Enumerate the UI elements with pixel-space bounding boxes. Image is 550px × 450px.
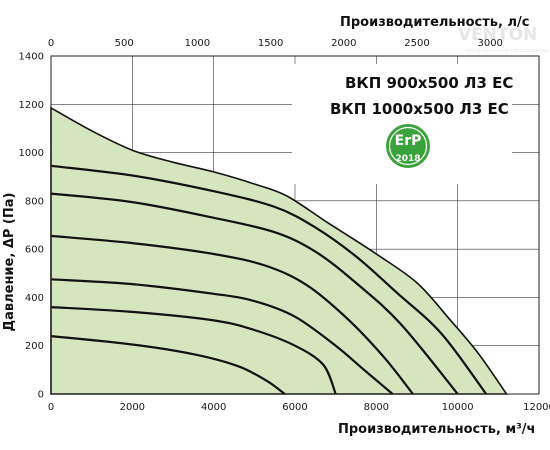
x2-tick-label: 500	[115, 38, 134, 49]
x2-tick-label: 1000	[185, 38, 210, 49]
y-tick-label: 800	[25, 196, 44, 207]
plot-frame	[50, 55, 540, 395]
tick-labels: 0200040006000800010000120000500100015002…	[19, 38, 550, 413]
y-tick-label: 200	[25, 341, 44, 352]
y-tick-label: 400	[25, 293, 44, 304]
model-label-2: ВКП 1000x500 Л3 ЕС	[330, 100, 509, 118]
badge-bottom-text: 2018	[395, 154, 420, 164]
top-axis-title: Производительность, л/с	[340, 15, 529, 30]
model-label-1: ВКП 900x500 Л3 ЕС	[345, 74, 513, 92]
x-tick-label: 4000	[201, 402, 226, 413]
x-tick-label: 8000	[364, 402, 389, 413]
x-tick-label: 6000	[282, 402, 307, 413]
fan-curve-4	[50, 278, 394, 395]
operating-area-fill	[50, 106, 509, 395]
y-tick-label: 1200	[19, 100, 44, 111]
bottom-axis-title: Производительность, м³/ч	[338, 422, 535, 437]
erp-2018-badge: ErP 2018	[386, 124, 430, 168]
x2-tick-label: 3000	[477, 38, 502, 49]
x2-tick-label: 2500	[404, 38, 429, 49]
series-lines	[50, 164, 487, 395]
x2-tick-label: 2000	[331, 38, 356, 49]
y-tick-label: 1400	[19, 52, 44, 63]
badge-top-text: ErP	[395, 133, 422, 149]
x2-tick-label: 1500	[258, 38, 283, 49]
badge-circle	[386, 124, 430, 168]
fan-curve-6	[50, 335, 286, 395]
fan-curve-2	[50, 192, 459, 395]
y-axis-title: Давление, ΔР (Па)	[2, 193, 17, 332]
fan-curve-1	[50, 164, 487, 395]
x-tick-label: 10000	[442, 402, 474, 413]
y-tick-label: 0	[38, 390, 44, 401]
watermark-sub: вентиляционное оборудование	[465, 48, 548, 54]
watermark: VENTON вентиляционное оборудование	[458, 25, 548, 54]
watermark-main: VENTON	[458, 25, 537, 45]
x-tick-label: 0	[48, 402, 54, 413]
fan-curve-5	[50, 306, 337, 395]
x2-tick-label: 0	[48, 38, 54, 49]
x-tick-label: 2000	[120, 402, 145, 413]
y-tick-label: 600	[25, 245, 44, 256]
fan-curve-3	[50, 234, 414, 395]
y-tick-label: 1000	[19, 148, 44, 159]
badge-ring	[388, 126, 428, 166]
